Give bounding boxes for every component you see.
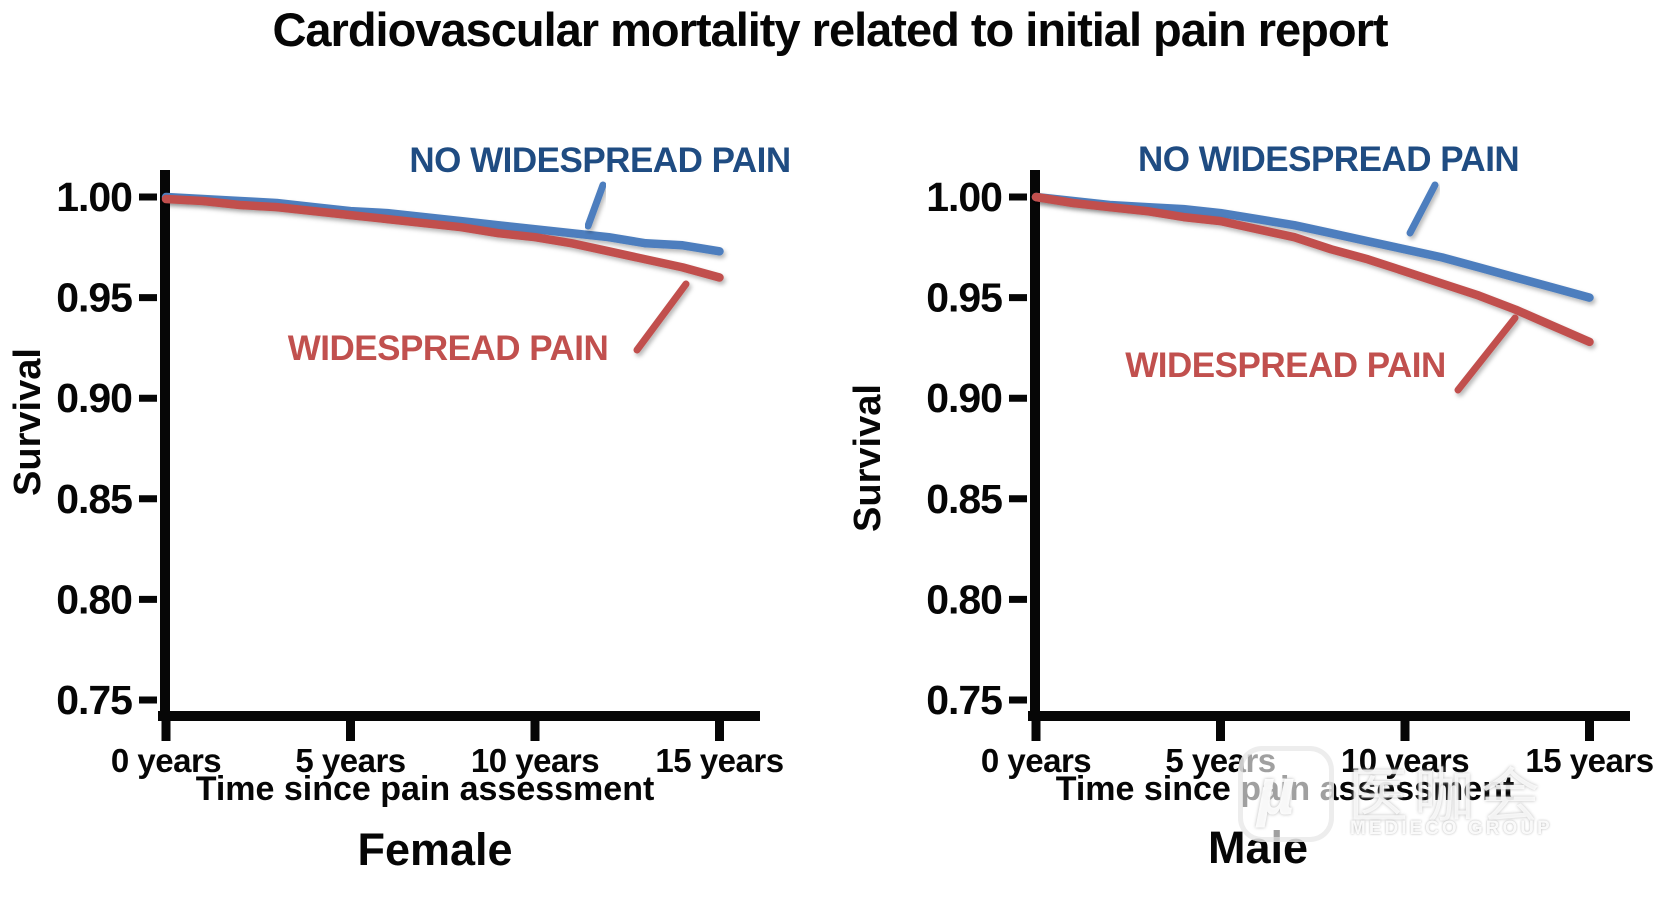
legend-callout-line — [1454, 314, 1519, 394]
y-tick-label: 0.85 — [56, 476, 132, 522]
watermark-logo-icon: µ — [1238, 746, 1334, 842]
x-axis-label-female: Time since pain assessment — [195, 770, 655, 808]
y-tick-label: 1.00 — [926, 174, 1002, 220]
watermark-logo-glyph-icon: µ — [1257, 754, 1296, 828]
x-tick-label: 10 years — [471, 742, 599, 779]
figure-title: Cardiovascular mortality related to init… — [272, 3, 1388, 56]
legend-callout-line — [1406, 181, 1439, 237]
female-survival-plot: 1.00 0.95 0.90 0.85 0.80 0.75 0 years 5 years 10… — [56, 170, 784, 779]
watermark-subtext: MEDIECO GROUP — [1350, 818, 1553, 839]
legend-widespread-pain-male: WIDESPREAD PAIN — [1125, 346, 1446, 385]
y-axis-label-female: Survival — [7, 348, 49, 496]
male-survival-plot: 1.000.950.900.850.800.750 years 5 years 10… — [926, 170, 1654, 779]
legend-widespread-pain-female: WIDESPREAD PAIN — [287, 329, 609, 368]
legend-no-widespread-pain-male: NO WIDESPREAD PAIN — [1138, 140, 1520, 179]
y-tick-label: 0.85 — [926, 476, 1002, 522]
survival-curve-widespread-pain — [161, 194, 724, 282]
y-tick-label: 0.95 — [56, 275, 132, 321]
x-tick-label: 0 years — [111, 742, 221, 779]
x-tick-label: 15 years — [655, 742, 783, 779]
y-axis-label-male: Survival — [847, 384, 889, 532]
y-tick-label: 1.00 — [56, 174, 132, 220]
y-tick-label: 0.95 — [926, 275, 1002, 321]
panel-caption-female: Female — [357, 824, 513, 875]
y-tick-label: 0.75 — [926, 677, 1002, 723]
legend-callout-line — [584, 181, 607, 230]
x-tick-label: 5 years — [295, 742, 405, 779]
y-tick-label: 0.80 — [56, 576, 132, 622]
y-tick-label: 0.75 — [56, 677, 132, 723]
x-tick-label: 15 years — [1525, 742, 1653, 779]
y-tick-label: 0.90 — [56, 375, 132, 421]
y-tick-label: 0.90 — [926, 375, 1002, 421]
watermark: µ 医咖会 MEDIECO GROUP — [1230, 740, 1550, 855]
survival-curve-widespread-pain — [1031, 192, 1594, 347]
legend-callout-line — [633, 280, 690, 354]
watermark-cjk-text: 医咖会 — [1348, 763, 1546, 830]
y-tick-label: 0.80 — [926, 576, 1002, 622]
x-tick-label: 10 years — [1341, 742, 1469, 779]
legend-no-widespread-pain-female: NO WIDESPREAD PAIN — [409, 141, 791, 180]
x-tick-label: 0 years — [981, 742, 1091, 779]
